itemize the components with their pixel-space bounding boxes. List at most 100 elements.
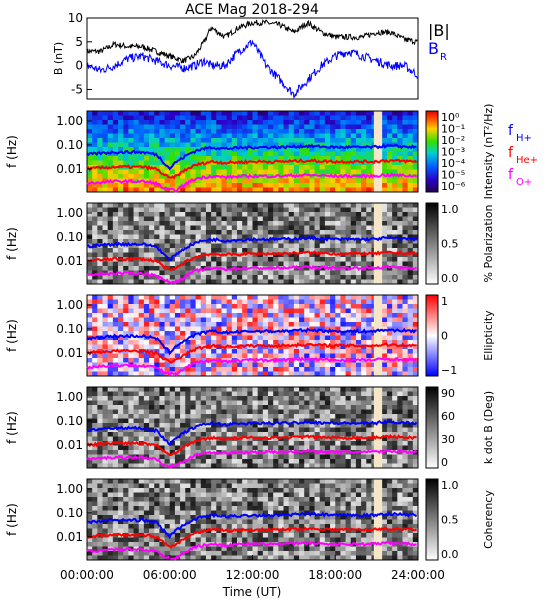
spectrogram-cell xyxy=(247,322,253,327)
series-line-b-r xyxy=(86,39,418,99)
spectrogram-cell xyxy=(355,308,362,314)
spectrogram-cell xyxy=(149,174,155,179)
spectrogram-cell xyxy=(185,414,191,419)
spectrogram-cell xyxy=(340,441,346,446)
spectrogram-cell xyxy=(221,111,228,116)
spectrogram-cell xyxy=(112,387,119,392)
spectrogram-cell xyxy=(268,423,274,428)
spectrogram-cell xyxy=(190,216,197,222)
spectrogram-cell xyxy=(118,138,124,143)
spectrogram-cell xyxy=(335,353,341,359)
spectrogram-cell xyxy=(355,414,362,419)
spectrogram-cell xyxy=(268,165,274,170)
spectrogram-cell xyxy=(273,459,279,464)
spectrogram-cell xyxy=(288,138,295,143)
spectrogram-cell xyxy=(262,454,269,460)
spectrogram-cell xyxy=(288,459,295,464)
spectrogram-cell xyxy=(128,409,134,415)
spectrogram-cell xyxy=(330,239,336,244)
spectrogram-cell xyxy=(112,501,119,507)
spectrogram-cell xyxy=(273,409,279,415)
spectrogram-cell xyxy=(330,331,336,336)
spectrogram-cell xyxy=(102,391,109,397)
spectrogram-cell xyxy=(118,459,124,464)
spectrogram-cell xyxy=(123,317,129,323)
spectrogram-cell xyxy=(345,308,352,314)
spectrogram-cell xyxy=(190,138,197,143)
spectrogram-cell xyxy=(350,183,357,188)
spectrogram-cell xyxy=(278,234,284,240)
spectrogram-cell xyxy=(412,115,419,121)
spectrogram-cell xyxy=(200,367,207,372)
spectrogram-cell xyxy=(205,221,212,226)
spectrogram-cell xyxy=(154,344,160,350)
spectrogram-cell xyxy=(355,248,362,253)
spectrogram-cell xyxy=(231,120,238,125)
spectrogram-cell xyxy=(247,279,253,285)
spectrogram-cell xyxy=(335,207,341,213)
spectrogram-cell xyxy=(330,270,336,276)
spectrogram-cell xyxy=(107,299,114,305)
spectrogram-cell xyxy=(402,304,409,309)
spectrogram-cell xyxy=(112,555,119,561)
spectrogram-cell xyxy=(257,187,264,193)
spectrogram-cell xyxy=(97,279,103,285)
spectrogram-cell xyxy=(195,151,202,157)
spectrogram-cell xyxy=(138,528,145,534)
spectrogram-cell xyxy=(133,142,140,148)
spectrogram-cell xyxy=(138,308,145,314)
spectrogram-cell xyxy=(102,459,109,464)
spectrogram-cell xyxy=(412,405,419,410)
spectrogram-cell xyxy=(205,120,212,125)
spectrogram-cell xyxy=(330,207,336,213)
spectrogram-cell xyxy=(257,147,264,152)
spectrogram-cell xyxy=(288,367,295,372)
spectrogram-cell xyxy=(386,111,393,116)
spectrogram-cell xyxy=(154,142,160,148)
spectrogram-cell xyxy=(247,335,253,341)
spectrogram-cell xyxy=(309,151,315,157)
spectrogram-cell xyxy=(118,275,124,280)
spectrogram-cell xyxy=(112,331,119,336)
spectrogram-cell xyxy=(211,331,217,336)
spectrogram-cell xyxy=(324,322,331,327)
spectrogram-cell xyxy=(195,120,202,125)
spectrogram-cell xyxy=(262,275,269,280)
spectrogram-cell xyxy=(205,441,212,446)
spectrogram-cell xyxy=(174,212,181,217)
spectrogram-cell xyxy=(149,344,155,350)
spectrogram-cell xyxy=(190,275,197,280)
spectrogram-cell xyxy=(226,216,233,222)
spectrogram-cell xyxy=(200,207,207,213)
spectrogram-cell xyxy=(102,124,109,130)
colorbar xyxy=(425,202,439,285)
spectrogram-cell xyxy=(273,133,279,139)
spectrogram-cell xyxy=(268,133,274,139)
spectrogram-cell xyxy=(200,151,207,157)
spectrogram-cell xyxy=(345,270,352,276)
colorbar-label: Intensity (nT²/Hz) xyxy=(482,104,495,200)
spectrogram-cell xyxy=(180,414,186,419)
spectrogram-cell xyxy=(205,322,212,327)
spectrogram-cell xyxy=(288,203,295,208)
spectrogram-cell xyxy=(335,400,341,406)
spectrogram-cell xyxy=(304,147,310,152)
spectrogram-cell xyxy=(309,225,315,231)
spectrogram-cell xyxy=(340,427,346,433)
spectrogram-cell xyxy=(397,295,403,300)
spectrogram-cell xyxy=(257,279,264,285)
spectrogram-cell xyxy=(200,308,207,314)
spectrogram-cell xyxy=(87,174,93,179)
spectrogram-cell xyxy=(200,423,207,428)
spectrogram-cell xyxy=(112,542,119,547)
spectrogram-cell xyxy=(397,362,403,368)
spectrogram-cell xyxy=(392,243,398,249)
spectrogram-cell xyxy=(87,450,93,455)
spectrogram-cell xyxy=(412,221,419,226)
spectrogram-cell xyxy=(102,266,109,271)
spectrogram-cell xyxy=(340,234,346,240)
spectrogram-cell xyxy=(102,308,109,314)
spectrogram-cell xyxy=(288,463,295,469)
spectrogram-cell xyxy=(123,427,129,433)
